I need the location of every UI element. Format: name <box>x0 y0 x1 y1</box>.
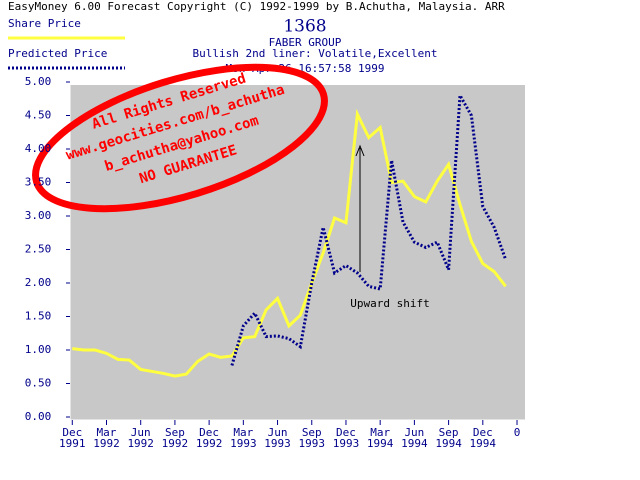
legend-label: Share Price <box>8 17 81 30</box>
x-tick-label: Dec 1991 <box>59 426 86 450</box>
y-tick-label: 4.00 <box>25 142 52 155</box>
x-tick-label: Dec 1993 <box>333 426 360 450</box>
y-tick-label: 1.00 <box>25 343 52 356</box>
x-tick-label: Sep 1992 <box>162 426 189 450</box>
y-tick-label: 3.50 <box>25 176 52 189</box>
annotation: Upward shift <box>350 297 429 310</box>
legend-label: Predicted Price <box>8 47 107 60</box>
y-tick-label: 2.00 <box>25 276 52 289</box>
x-tick-label: Dec 1992 <box>196 426 223 450</box>
stamp-ellipse <box>32 63 328 213</box>
y-tick-label: 0.50 <box>25 377 52 390</box>
x-tick-label: Jun 1993 <box>264 426 291 450</box>
subtitle: Bullish 2nd liner: Volatile,Excellent <box>192 47 437 60</box>
x-tick-label: Jun 1992 <box>127 426 154 450</box>
x-tick-label: Mar 1994 <box>367 426 394 450</box>
x-tick-label: Jun 1994 <box>401 426 428 450</box>
x-tick-label: 0 <box>514 426 521 439</box>
arrow-head <box>355 144 365 157</box>
y-tick-label: 3.00 <box>25 209 52 222</box>
x-tick-label: Mar 1992 <box>93 426 120 450</box>
chart-title: EasyMoney 6.00 Forecast Copyright (C) 19… <box>8 0 505 13</box>
series-line <box>72 108 507 378</box>
x-tick-label: Sep 1994 <box>435 426 462 450</box>
stock-code: 1368 <box>283 17 326 37</box>
x-tick-label: Sep 1993 <box>299 426 326 450</box>
y-tick-label: 5.00 <box>25 75 52 88</box>
company: FABER GROUP <box>269 36 342 49</box>
y-tick-label: 0.00 <box>25 410 52 423</box>
x-tick-label: Dec 1994 <box>470 426 497 450</box>
y-tick-label: 4.50 <box>25 109 52 122</box>
y-tick-label: 1.50 <box>25 310 52 323</box>
y-tick-label: 2.50 <box>25 243 52 256</box>
x-tick-label: Mar 1993 <box>230 426 257 450</box>
